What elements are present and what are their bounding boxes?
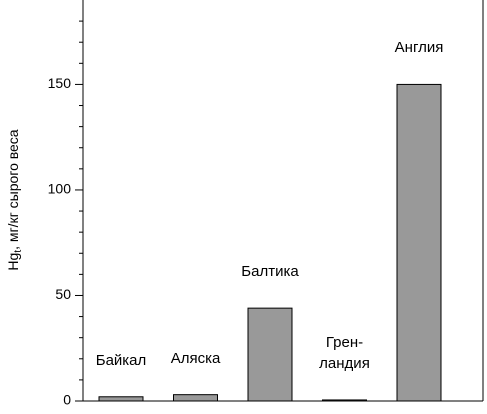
y-tick-label: 50 bbox=[55, 286, 71, 302]
bar bbox=[322, 399, 367, 402]
category-label: Аляска bbox=[170, 349, 221, 367]
y-tick-label: 150 bbox=[48, 75, 72, 91]
bar bbox=[396, 83, 442, 402]
bar bbox=[98, 396, 144, 402]
y-axis-label: Hgt, мг/кг сырого веса bbox=[5, 129, 24, 270]
y-label-sub: t bbox=[13, 250, 24, 253]
category-label: Балтика bbox=[241, 263, 299, 281]
bar bbox=[173, 394, 218, 402]
y-label-main: Hg bbox=[5, 253, 21, 271]
category-label: Грен- ландия bbox=[319, 333, 370, 372]
category-label: Англия bbox=[394, 39, 444, 57]
category-label: Байкал bbox=[95, 351, 147, 369]
y-label-rest: , мг/кг сырого веса bbox=[5, 129, 21, 250]
bar bbox=[247, 307, 293, 402]
y-tick-label: 0 bbox=[63, 392, 71, 408]
y-tick-label: 100 bbox=[48, 181, 72, 197]
